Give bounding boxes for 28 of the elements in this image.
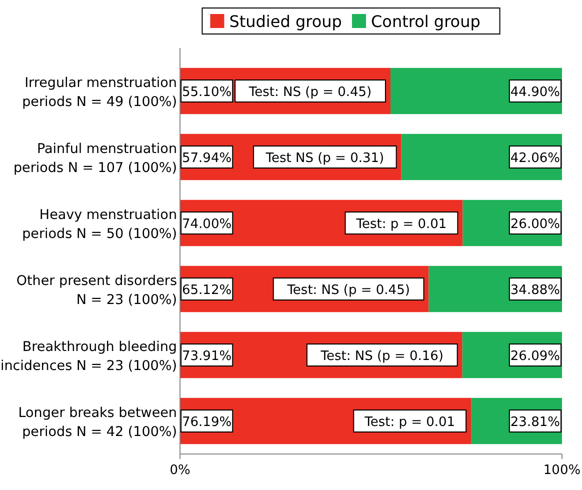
- data-label: 42.06%: [510, 151, 560, 166]
- data-label: 55.10%: [182, 85, 232, 100]
- data-label: 44.90%: [510, 85, 560, 100]
- annotation: Test: NS (p = 0.45): [248, 85, 372, 100]
- data-label: 26.00%: [510, 217, 560, 232]
- y-tick-label: Irregular menstruation periods N = 49 (100%): [22, 75, 177, 110]
- y-tick-label: Heavy menstruation periods N = 50 (100%): [22, 207, 177, 242]
- x-tick-label: 100%: [543, 463, 581, 478]
- y-tick-label: Other present disorders N = 23 (100%): [16, 273, 177, 308]
- data-label: 34.88%: [510, 283, 560, 298]
- legend-label: Control group: [371, 12, 480, 31]
- data-label: 74.00%: [182, 217, 232, 232]
- data-label: 23.81%: [510, 415, 560, 430]
- annotation: Test: p = 0.01: [355, 217, 447, 232]
- annotation: Test NS (p = 0.31): [264, 151, 384, 166]
- y-tick-label: Breakthrough bleeding incidences N = 23 (100%): [0, 339, 177, 374]
- annotation: Test: p = 0.01: [364, 415, 456, 430]
- y-tick-label: Painful menstruation periods N = 107 (100%): [13, 141, 177, 176]
- data-label: 65.12%: [182, 283, 232, 298]
- annotation: Test: NS (p = 0.45): [286, 283, 410, 298]
- x-tick-label: 0%: [170, 463, 190, 478]
- y-tick-label: Longer breaks between periods N = 42 (100%): [18, 405, 177, 440]
- data-label: 26.09%: [510, 349, 560, 364]
- data-label: 73.91%: [182, 349, 232, 364]
- data-label: 76.19%: [182, 415, 232, 430]
- legend-label: Studied group: [229, 12, 342, 31]
- data-label: 57.94%: [182, 151, 232, 166]
- annotation: Test: NS (p = 0.16): [320, 349, 444, 364]
